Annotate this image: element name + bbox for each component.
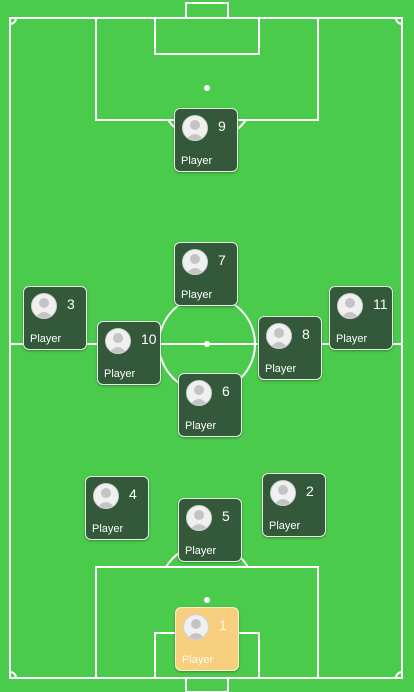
player-label: Player	[185, 545, 217, 557]
player-number: 2	[306, 483, 314, 499]
user-silhouette-icon	[266, 323, 292, 349]
user-silhouette-icon	[93, 483, 119, 509]
player-number: 9	[218, 118, 226, 134]
top-goal	[185, 2, 229, 19]
user-silhouette-icon	[183, 614, 209, 640]
player-card-7[interactable]: 7 Player	[174, 242, 238, 306]
center-spot	[204, 341, 210, 347]
player-card-3[interactable]: 3 Player	[23, 286, 87, 350]
player-label: Player	[30, 333, 62, 345]
player-number: 11	[373, 296, 388, 312]
user-silhouette-icon	[31, 293, 57, 319]
player-label: Player	[92, 523, 124, 535]
player-card-1-goalkeeper[interactable]: 1 Player	[175, 607, 239, 671]
user-silhouette-icon	[337, 293, 363, 319]
player-label: Player	[269, 520, 301, 532]
user-silhouette-icon	[270, 480, 296, 506]
player-label: Player	[181, 155, 213, 167]
corner-arc	[9, 17, 17, 25]
player-number: 5	[222, 508, 230, 524]
player-card-11[interactable]: 11 Player	[329, 286, 393, 350]
player-card-9[interactable]: 9 Player	[174, 108, 238, 172]
user-silhouette-icon	[186, 505, 212, 531]
player-label: Player	[336, 333, 368, 345]
player-card-8[interactable]: 8 Player	[258, 316, 322, 380]
player-number: 3	[67, 296, 75, 312]
bottom-penalty-spot	[204, 597, 210, 603]
bottom-goal	[185, 677, 229, 692]
player-label: Player	[182, 654, 214, 666]
corner-arc	[395, 671, 403, 679]
player-number: 4	[129, 486, 137, 502]
corner-arc	[395, 17, 403, 25]
player-number: 7	[218, 252, 226, 268]
player-label: Player	[185, 420, 217, 432]
corner-arc	[9, 671, 17, 679]
player-label: Player	[265, 363, 297, 375]
player-label: Player	[181, 289, 213, 301]
player-number: 1	[219, 617, 227, 633]
top-goal-area	[154, 17, 260, 55]
user-silhouette-icon	[105, 328, 131, 354]
player-number: 8	[302, 326, 310, 342]
player-card-2[interactable]: 2 Player	[262, 473, 326, 537]
user-silhouette-icon	[182, 115, 208, 141]
top-penalty-area	[95, 17, 319, 121]
player-number: 6	[222, 383, 230, 399]
top-penalty-spot	[204, 85, 210, 91]
player-card-6[interactable]: 6 Player	[178, 373, 242, 437]
player-card-10[interactable]: 10 Player	[97, 321, 161, 385]
player-number: 10	[141, 331, 157, 347]
player-label: Player	[104, 368, 136, 380]
player-card-5[interactable]: 5 Player	[178, 498, 242, 562]
player-card-4[interactable]: 4 Player	[85, 476, 149, 540]
user-silhouette-icon	[182, 249, 208, 275]
user-silhouette-icon	[186, 380, 212, 406]
